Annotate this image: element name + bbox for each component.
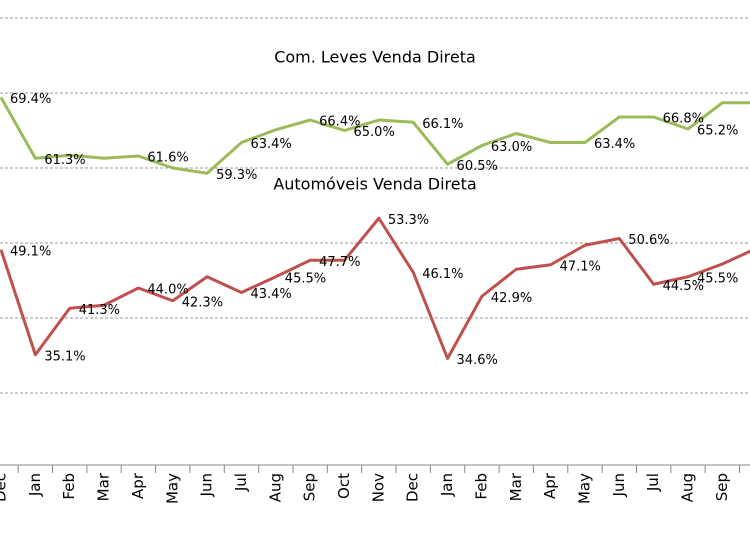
x-tick-label: Aug — [266, 473, 284, 502]
data-label: 35.1% — [44, 349, 85, 364]
data-label: 44.5% — [663, 279, 704, 294]
x-tick-label: Dec — [404, 473, 422, 502]
x-tick-label: Jan — [26, 473, 44, 497]
x-tick-label: Nov — [369, 473, 387, 502]
x-tick-label: Jan — [438, 473, 456, 497]
x-tick-label: May — [575, 473, 593, 504]
x-tick-label: May — [163, 473, 181, 504]
data-label: 43.4% — [250, 287, 291, 302]
data-label: 59.3% — [216, 168, 257, 183]
data-label: 47.7% — [319, 255, 360, 270]
series-line — [0, 216, 750, 360]
x-tick-label: Aug — [679, 473, 697, 502]
data-label: 66.1% — [422, 117, 463, 132]
data-label: 61.3% — [44, 153, 85, 168]
data-label: 63.0% — [491, 140, 532, 155]
data-label: 60.5% — [457, 159, 498, 174]
x-tick-label: Mar — [95, 472, 113, 501]
data-label: 69.4% — [10, 92, 51, 107]
data-label: 45.5% — [697, 271, 738, 286]
x-tick-label: Jul — [232, 473, 250, 492]
data-label: 34.6% — [457, 353, 498, 368]
x-tick-label: Mar — [507, 472, 525, 501]
data-label: 53.3% — [388, 213, 429, 228]
series-title: Com. Leves Venda Direta — [274, 48, 476, 67]
data-label: 44.0% — [147, 283, 188, 298]
data-label: 66.4% — [319, 115, 360, 130]
data-label: 66.8% — [663, 112, 704, 127]
x-tick-label: Jul — [644, 473, 662, 492]
data-label: 61.6% — [147, 151, 188, 166]
data-label: 46.1% — [422, 267, 463, 282]
data-label: 42.3% — [182, 295, 223, 310]
x-tick-label: Sep — [713, 473, 731, 501]
data-label: 63.4% — [594, 137, 635, 152]
data-label: 47.1% — [560, 259, 601, 274]
data-label: 65.2% — [697, 124, 738, 139]
data-label: 41.3% — [79, 303, 120, 318]
series-line — [0, 96, 750, 175]
x-tick-label: Feb — [472, 473, 490, 500]
x-tick-label: Apr — [129, 472, 147, 499]
data-label: 63.4% — [250, 137, 291, 152]
x-tick-label: Sep — [301, 473, 319, 501]
x-tick-label: Apr — [541, 472, 559, 499]
x-tick-label: Dec — [0, 473, 10, 502]
data-label: 45.5% — [285, 271, 326, 286]
data-label: 50.6% — [628, 233, 669, 248]
x-tick-label: Feb — [60, 473, 78, 500]
x-tick-label: Oct — [335, 473, 353, 499]
data-label: 49.1% — [10, 244, 51, 259]
x-tick-label: Jun — [610, 473, 628, 497]
data-label: 42.9% — [491, 291, 532, 306]
data-label: 65.0% — [354, 125, 395, 140]
series-title: Automóveis Venda Direta — [273, 175, 476, 194]
x-tick-label: Jun — [198, 473, 216, 497]
